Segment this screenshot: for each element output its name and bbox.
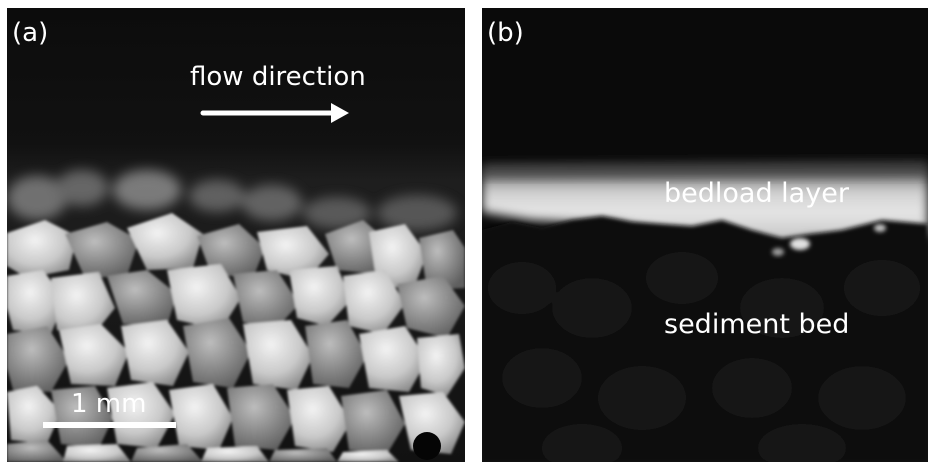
flow-direction-label: flow direction — [190, 62, 366, 92]
flow-arrow — [200, 103, 349, 123]
panel-a-letter: (a) — [12, 18, 49, 48]
panel-a-image: (a) flow direction 1 mm — [7, 8, 465, 462]
scale-bar-label: 1 mm — [71, 389, 147, 419]
bedload-layer-label: bedload layer — [664, 178, 849, 209]
panel-b-image: (b) bedload layer sediment bed — [482, 8, 928, 462]
bedload-photo-b — [482, 8, 928, 462]
sediment-bed-label: sediment bed — [664, 309, 850, 340]
panel-b-letter: (b) — [487, 18, 524, 48]
grain-photo-a — [7, 8, 465, 462]
scale-bar — [43, 422, 176, 428]
